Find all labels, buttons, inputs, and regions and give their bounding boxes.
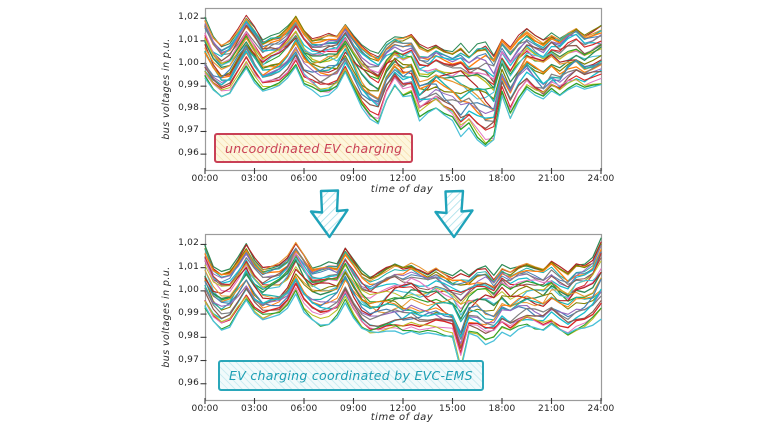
y-tick-label: 0,98 bbox=[178, 331, 199, 342]
x-axis-label: time of day bbox=[370, 184, 434, 195]
y-tick-label: 0,96 bbox=[178, 148, 199, 159]
x-tick-label: 09:00 bbox=[340, 404, 367, 414]
down-arrow-icon bbox=[434, 189, 474, 239]
x-tick-label: 24:00 bbox=[587, 404, 615, 414]
x-tick-label: 21:00 bbox=[538, 174, 565, 184]
x-tick-label: 15:00 bbox=[439, 404, 466, 414]
x-tick-label: 24:00 bbox=[587, 174, 615, 184]
annotation-uncoordinated: uncoordinated EV charging bbox=[214, 133, 414, 163]
y-tick-label: 1,00 bbox=[178, 57, 199, 68]
x-tick-label: 09:00 bbox=[340, 174, 367, 184]
y-tick-label: 0,99 bbox=[178, 308, 199, 319]
y-tick-label: 1,01 bbox=[178, 34, 199, 45]
y-tick-label: 1,00 bbox=[178, 284, 199, 295]
x-tick-label: 12:00 bbox=[389, 174, 417, 184]
y-tick-label: 0,97 bbox=[178, 125, 199, 136]
x-tick-label: 12:00 bbox=[389, 404, 417, 414]
x-axis-label: time of day bbox=[370, 412, 434, 423]
x-tick-label: 06:00 bbox=[290, 404, 318, 414]
x-tick-label: 00:00 bbox=[191, 174, 219, 184]
x-tick-label: 18:00 bbox=[488, 404, 516, 414]
x-tick-label: 03:00 bbox=[241, 174, 268, 184]
x-tick-label: 06:00 bbox=[290, 174, 318, 184]
x-tick-label: 15:00 bbox=[439, 174, 466, 184]
y-tick-label: 0,98 bbox=[178, 102, 199, 113]
x-tick-label: 03:00 bbox=[241, 404, 268, 414]
x-tick-label: 00:00 bbox=[191, 404, 219, 414]
annotation-coordinated: EV charging coordinated by EVC-EMS bbox=[218, 360, 484, 391]
down-arrow-icon bbox=[309, 189, 349, 239]
y-tick-label: 1,02 bbox=[178, 238, 199, 249]
y-tick-label: 1,02 bbox=[178, 12, 199, 23]
x-tick-label: 21:00 bbox=[538, 404, 565, 414]
x-tick-label: 18:00 bbox=[488, 174, 516, 184]
y-tick-label: 1,01 bbox=[178, 261, 199, 272]
y-tick-label: 0,99 bbox=[178, 80, 199, 91]
y-tick-label: 0,96 bbox=[178, 377, 199, 388]
y-tick-label: 0,97 bbox=[178, 354, 199, 365]
